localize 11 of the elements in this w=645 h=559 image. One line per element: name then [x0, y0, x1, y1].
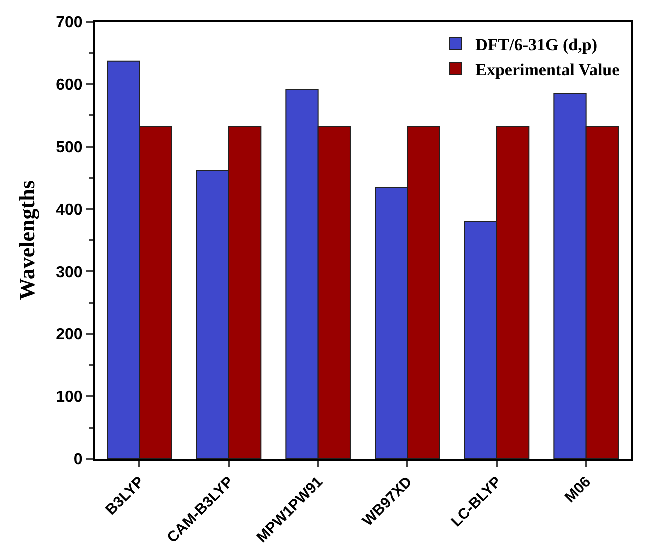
y-tick-label: 200: [56, 326, 83, 344]
y-tick-label: 600: [56, 77, 83, 94]
legend-label: Experimental Value: [476, 60, 620, 80]
y-axis-title: Wavelengths: [14, 180, 40, 300]
y-tick-label: 100: [56, 389, 83, 406]
legend-label: DFT/6-31G (d,p): [476, 36, 598, 55]
y-tick-label: 500: [56, 139, 83, 156]
y-tick-label: 400: [56, 202, 83, 219]
y-tick-label: 300: [56, 264, 83, 282]
y-tick-label: 0: [74, 452, 83, 469]
y-tick-label: 700: [56, 14, 83, 32]
